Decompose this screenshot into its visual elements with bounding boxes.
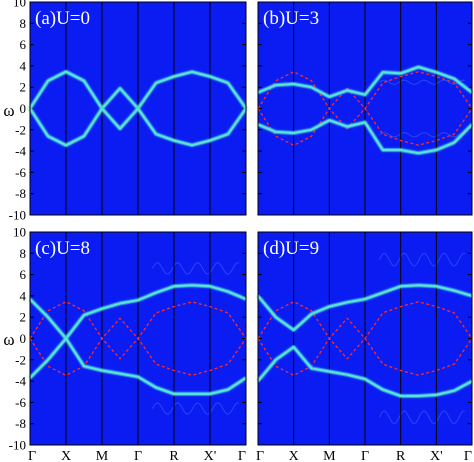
y-tick-label: -10 [9,438,26,453]
panel-label: (a)U=0 [35,8,90,29]
x-tick-label: Γ [238,449,246,462]
y-tick-label: 6 [20,267,27,282]
band-line [257,66,473,98]
y-tick-label: -10 [9,208,26,223]
y-tick-label: -4 [15,374,26,389]
band-line [257,284,473,331]
y-tick-label: 4 [20,58,27,73]
y-tick-label: 8 [20,16,27,31]
y-tick-label: -8 [15,416,26,431]
x-tick-label: M [323,449,336,462]
panel-label: (d)U=9 [263,238,319,259]
x-tick-label: Γ [256,449,264,462]
y-tick-label: -8 [15,186,26,201]
y-tick-label: -2 [15,122,26,137]
panel-3: -10 -8 -6 -4 -2 0 2 4 6 8 10 Γ X M Γ R X' Γ (c)U=8 [9,225,248,462]
y-tick-label: 10 [13,225,26,240]
free-band-dashed [29,337,247,376]
y-tick-label: -2 [15,352,26,367]
x-tick-label: Γ [28,449,36,462]
y-tick-label: 8 [20,246,27,261]
x-tick-label: Γ [361,449,369,462]
x-tick-label: X' [204,449,217,462]
x-tick-label: M [96,449,109,462]
free-band-dashed [257,337,473,376]
incoherent-band-trace [379,79,465,85]
panel-4: Γ X M Γ R X' Γ (d)U=9 [256,231,473,462]
incoherent-band-trace [378,410,465,425]
x-tick-label: X' [430,449,443,462]
plot-frame [29,1,247,216]
y-tick-label: 0 [20,101,27,116]
panel-2: (b)U=3 [257,1,474,216]
panel-1: -10 -8 -6 -4 -2 0 2 4 6 8 10 (a)U=0 [9,0,248,223]
y-tick-label: -6 [15,165,26,180]
x-tick-label: Γ [134,449,142,462]
y-tick-label: 10 [13,0,26,10]
band-line [29,337,247,395]
incoherent-band-trace [151,402,239,415]
y-tick-label: 2 [20,80,27,95]
panel-label: (c)U=8 [35,238,90,259]
panel-label: (b)U=3 [263,8,319,29]
incoherent-band-trace [379,132,465,138]
y-axis-label-top: ω [3,101,14,120]
x-tick-label: R [169,449,179,462]
band-line [257,119,473,155]
incoherent-band-trace [151,262,239,275]
x-tick-label: X [61,449,71,462]
y-tick-label: 0 [20,331,27,346]
band-line [29,107,247,147]
y-tick-label: 4 [20,288,27,303]
y-axis-label-bottom: ω [3,330,14,349]
incoherent-band-trace [378,252,465,267]
band-line [257,346,473,397]
y-tick-label: 6 [20,37,27,52]
plot-frame [257,1,473,216]
free-band-dashed [257,107,473,146]
y-tick-label: -4 [15,144,26,159]
plot-frame [257,231,473,446]
y-tick-label: 2 [20,310,27,325]
x-tick-label: Γ [464,449,472,462]
x-tick-label: X [289,449,299,462]
plot-frame [29,231,247,446]
x-tick-label: R [396,449,406,462]
y-tick-label: -6 [15,395,26,410]
